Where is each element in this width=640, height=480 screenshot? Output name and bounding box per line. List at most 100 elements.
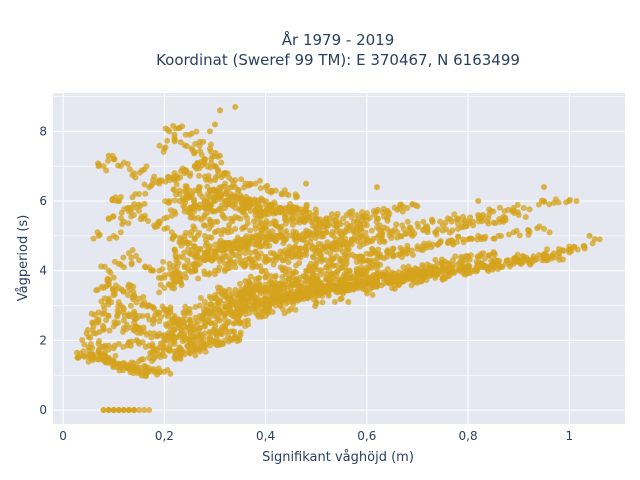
scatter-point <box>514 201 521 208</box>
scatter-point <box>287 215 294 222</box>
scatter-point <box>420 218 427 225</box>
scatter-point <box>267 249 274 256</box>
scatter-point <box>586 232 593 239</box>
scatter-point <box>429 269 436 276</box>
scatter-point <box>128 338 135 345</box>
scatter-point <box>188 228 195 235</box>
scatter-point <box>292 243 299 250</box>
scatter-point <box>341 270 348 277</box>
scatter-point <box>154 371 161 378</box>
scatter-point <box>350 275 357 282</box>
scatter-point <box>256 287 263 294</box>
scatter-point <box>293 276 300 283</box>
scatter-point <box>166 174 173 181</box>
scatter-point <box>171 138 178 145</box>
scatter-point <box>177 139 184 146</box>
scatter-point <box>437 218 444 225</box>
scatter-point <box>513 227 520 234</box>
scatter-point <box>255 197 262 204</box>
scatter-point <box>316 216 323 223</box>
scatter-point <box>131 310 138 317</box>
scatter-point <box>108 299 115 306</box>
scatter-point <box>137 330 144 337</box>
scatter-point <box>519 259 526 266</box>
scatter-point <box>195 214 202 221</box>
scatter-point <box>101 263 108 270</box>
scatter-point <box>248 233 255 240</box>
scatter-point <box>298 213 305 220</box>
scatter-point <box>419 278 426 285</box>
scatter-point <box>94 319 101 326</box>
scatter-point <box>94 356 101 363</box>
scatter-point <box>404 242 411 249</box>
scatter-point <box>171 197 178 204</box>
scatter-point <box>281 213 288 220</box>
scatter-point <box>229 177 236 184</box>
scatter-point <box>142 343 149 350</box>
scatter-point <box>224 332 231 339</box>
scatter-point <box>143 373 150 380</box>
scatter-point <box>149 267 156 274</box>
scatter-point <box>255 297 262 304</box>
scatter-point <box>142 212 149 219</box>
scatter-point <box>242 323 249 330</box>
scatter-point <box>144 312 151 319</box>
scatter-point <box>325 288 332 295</box>
scatter-point <box>220 246 227 253</box>
scatter-point <box>201 160 208 167</box>
scatter-point <box>182 274 189 281</box>
scatter-point <box>325 221 332 228</box>
scatter-point <box>156 289 163 296</box>
scatter-point <box>196 229 203 236</box>
scatter-point <box>118 215 125 222</box>
scatter-point <box>89 320 96 327</box>
scatter-point <box>94 229 101 236</box>
scatter-point <box>118 286 125 293</box>
scatter-point <box>132 174 139 181</box>
scatter-point <box>124 160 131 167</box>
scatter-point <box>199 339 206 346</box>
scatter-point <box>141 181 148 188</box>
scatter-point <box>208 295 215 302</box>
scatter-point <box>170 122 177 129</box>
scatter-point <box>120 309 127 316</box>
scatter-point <box>95 163 102 170</box>
scatter-point <box>154 346 161 353</box>
scatter-point <box>169 235 176 242</box>
scatter-point <box>215 207 222 214</box>
scatter-point <box>285 275 292 282</box>
scatter-point <box>208 248 215 255</box>
scatter-point <box>230 241 237 248</box>
scatter-point <box>596 236 603 243</box>
tick-labels: 0 0,2 0,4 0,6 0,8 1 0 2 4 6 8 <box>39 124 573 443</box>
scatter-point <box>485 252 492 259</box>
scatter-point <box>280 240 287 247</box>
scatter-point <box>312 206 319 213</box>
scatter-point <box>101 295 108 302</box>
scatter-point <box>106 235 113 242</box>
scatter-point <box>79 337 86 344</box>
scatter-point <box>149 343 156 350</box>
scatter-point <box>382 269 389 276</box>
scatter-point <box>160 341 167 348</box>
scatter-point <box>460 263 467 270</box>
scatter-point <box>184 343 191 350</box>
scatter-point <box>104 157 111 164</box>
scatter-point <box>120 407 127 414</box>
scatter-point <box>395 269 402 276</box>
scatter-point <box>173 173 180 180</box>
scatter-point <box>466 263 473 270</box>
scatter-point <box>145 217 152 224</box>
scatter-point <box>451 211 458 218</box>
scatter-point <box>490 249 497 256</box>
scatter-point <box>228 228 235 235</box>
scatter-point <box>356 226 363 233</box>
scatter-point <box>325 260 332 267</box>
scatter-point <box>467 252 474 259</box>
scatter-point <box>184 257 191 264</box>
scatter-point <box>169 317 176 324</box>
scatter-point <box>423 277 430 284</box>
scatter-point <box>132 252 139 259</box>
scatter-point <box>218 159 225 166</box>
scatter-point <box>488 257 495 264</box>
